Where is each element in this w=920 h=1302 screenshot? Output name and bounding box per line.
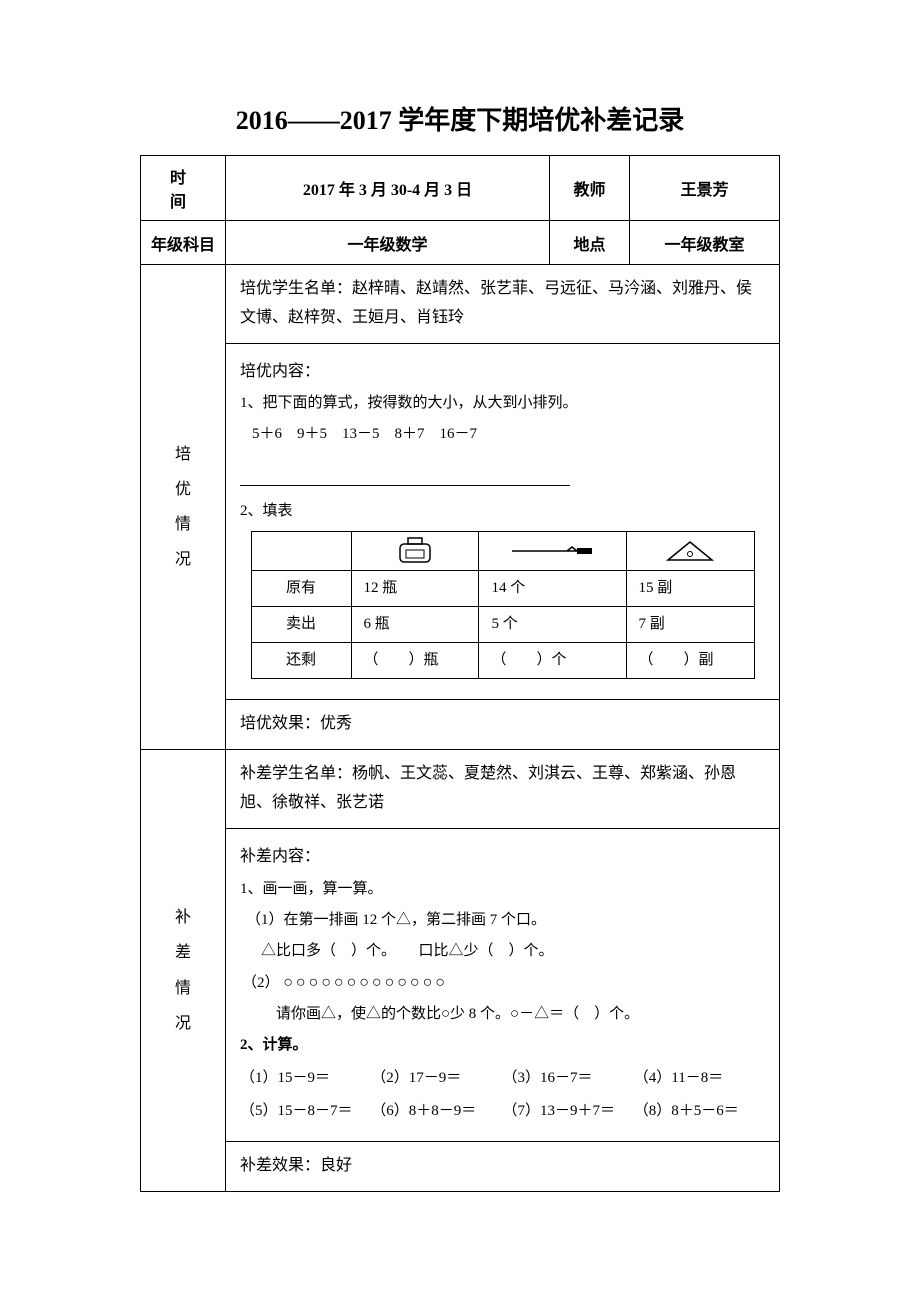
calc-row-1: （1）15－9＝ （2）17－9＝ （3）16－7＝ （4）11－8＝ [240, 1065, 765, 1092]
bq1-1: （1）在第一排画 12 个△，第二排画 7 个口。 [246, 907, 765, 934]
calc-4: （4）11－8＝ [634, 1065, 765, 1092]
peiyou-section-label: 培优情况 [141, 265, 226, 750]
place-value: 一年级教室 [630, 221, 780, 265]
bucha-result: 补差效果：良好 [226, 1142, 780, 1192]
inner-row-3: 还剩 （ ）瓶 （ ）个 （ ）副 [251, 643, 754, 679]
page-title: 2016——2017 学年度下期培优补差记录 [140, 100, 780, 137]
peiyou-content-label: 培优内容： [240, 358, 765, 387]
bucha-result-row: 补差效果：良好 [141, 1142, 780, 1192]
calc-6: （6）8＋8－9＝ [371, 1098, 502, 1125]
row1-c3: 15 副 [626, 571, 754, 607]
bucha-section-label: 补差情况 [141, 750, 226, 1192]
teacher-value: 王景芳 [630, 156, 780, 221]
bucha-content-row: 补差内容： 1、画一画，算一算。 （1）在第一排画 12 个△，第二排画 7 个… [141, 828, 780, 1142]
bottle-icon [351, 532, 479, 571]
row2-label: 卖出 [251, 607, 351, 643]
bq1-2: （2） ○○○○○○○○○○○○○ [242, 969, 765, 998]
inner-header-row [251, 532, 754, 571]
row1-c2: 14 个 [479, 571, 626, 607]
inner-row-1: 原有 12 瓶 14 个 15 副 [251, 571, 754, 607]
bq1-2-text: 请你画△，使△的个数比○少 8 个。○－△＝（ ）个。 [246, 1001, 765, 1028]
calc-7: （7）13－9＋7＝ [503, 1098, 634, 1125]
bq1-2-prefix: （2） [242, 975, 280, 991]
bucha-names-row: 补差情况 补差学生名单：杨帆、王文蕊、夏楚然、刘淇云、王尊、郑紫涵、孙恩旭、徐敬… [141, 750, 780, 829]
place-label: 地点 [550, 221, 630, 265]
bq1-stem: 1、画一画，算一算。 [240, 876, 765, 903]
row-time: 时 间 2017 年 3 月 30-4 月 3 日 教师 王景芳 [141, 156, 780, 221]
calc-2: （2）17－9＝ [371, 1065, 502, 1092]
answer-blank-line [240, 456, 570, 486]
q2-stem: 2、填表 [240, 498, 765, 525]
peiyou-names-row: 培优情况 培优学生名单：赵梓晴、赵靖然、张艺菲、弓远征、马汵涵、刘雅丹、侯文博、… [141, 265, 780, 344]
row3-c3: （ ）副 [626, 643, 754, 679]
bq1-1b: △比口多（ ）个。 口比△少（ ）个。 [246, 938, 765, 965]
row2-c3: 7 副 [626, 607, 754, 643]
inner-table: 原有 12 瓶 14 个 15 副 卖出 6 瓶 5 个 7 副 还剩 （ ）瓶… [251, 531, 755, 679]
q1-stem: 1、把下面的算式，按得数的大小，从大到小排列。 [240, 390, 765, 417]
calc-5: （5）15－8－7＝ [240, 1098, 371, 1125]
record-table: 时 间 2017 年 3 月 30-4 月 3 日 教师 王景芳 年级科目 一年… [140, 155, 780, 1192]
row3-label: 还剩 [251, 643, 351, 679]
teacher-label: 教师 [550, 156, 630, 221]
bq2-stem: 2、计算。 [240, 1032, 765, 1059]
q1-expr: 5＋6 9＋5 13－5 8＋7 16－7 [252, 421, 765, 448]
time-value: 2017 年 3 月 30-4 月 3 日 [226, 156, 550, 221]
peiyou-result: 培优效果：优秀 [226, 700, 780, 750]
calc-8: （8）8＋5－6＝ [634, 1098, 765, 1125]
time-label: 时 间 [141, 156, 226, 221]
row-grade: 年级科目 一年级数学 地点 一年级教室 [141, 221, 780, 265]
row3-c2: （ ）个 [479, 643, 626, 679]
peiyou-content-row: 培优内容： 1、把下面的算式，按得数的大小，从大到小排列。 5＋6 9＋5 13… [141, 343, 780, 700]
row1-c1: 12 瓶 [351, 571, 479, 607]
peiyou-result-row: 培优效果：优秀 [141, 700, 780, 750]
bucha-content-label: 补差内容： [240, 843, 765, 872]
row1-label: 原有 [251, 571, 351, 607]
grade-label: 年级科目 [141, 221, 226, 265]
calc-row-2: （5）15－8－7＝ （6）8＋8－9＝ （7）13－9＋7＝ （8）8＋5－6… [240, 1098, 765, 1125]
peiyou-names: 培优学生名单：赵梓晴、赵靖然、张艺菲、弓远征、马汵涵、刘雅丹、侯文博、赵梓贺、王… [226, 265, 780, 344]
bucha-content: 补差内容： 1、画一画，算一算。 （1）在第一排画 12 个△，第二排画 7 个… [226, 828, 780, 1142]
circles-icons: ○○○○○○○○○○○○○ [283, 974, 448, 991]
row2-c1: 6 瓶 [351, 607, 479, 643]
row2-c2: 5 个 [479, 607, 626, 643]
calc-1: （1）15－9＝ [240, 1065, 371, 1092]
row3-c1: （ ）瓶 [351, 643, 479, 679]
knife-icon [479, 532, 626, 571]
peiyou-content: 培优内容： 1、把下面的算式，按得数的大小，从大到小排列。 5＋6 9＋5 13… [226, 343, 780, 700]
inner-row-2: 卖出 6 瓶 5 个 7 副 [251, 607, 754, 643]
grade-value: 一年级数学 [226, 221, 550, 265]
inner-blank-cell [251, 532, 351, 571]
calc-3: （3）16－7＝ [503, 1065, 634, 1092]
triangle-icon [626, 532, 754, 571]
bucha-names: 补差学生名单：杨帆、王文蕊、夏楚然、刘淇云、王尊、郑紫涵、孙恩旭、徐敬祥、张艺诺 [226, 750, 780, 829]
